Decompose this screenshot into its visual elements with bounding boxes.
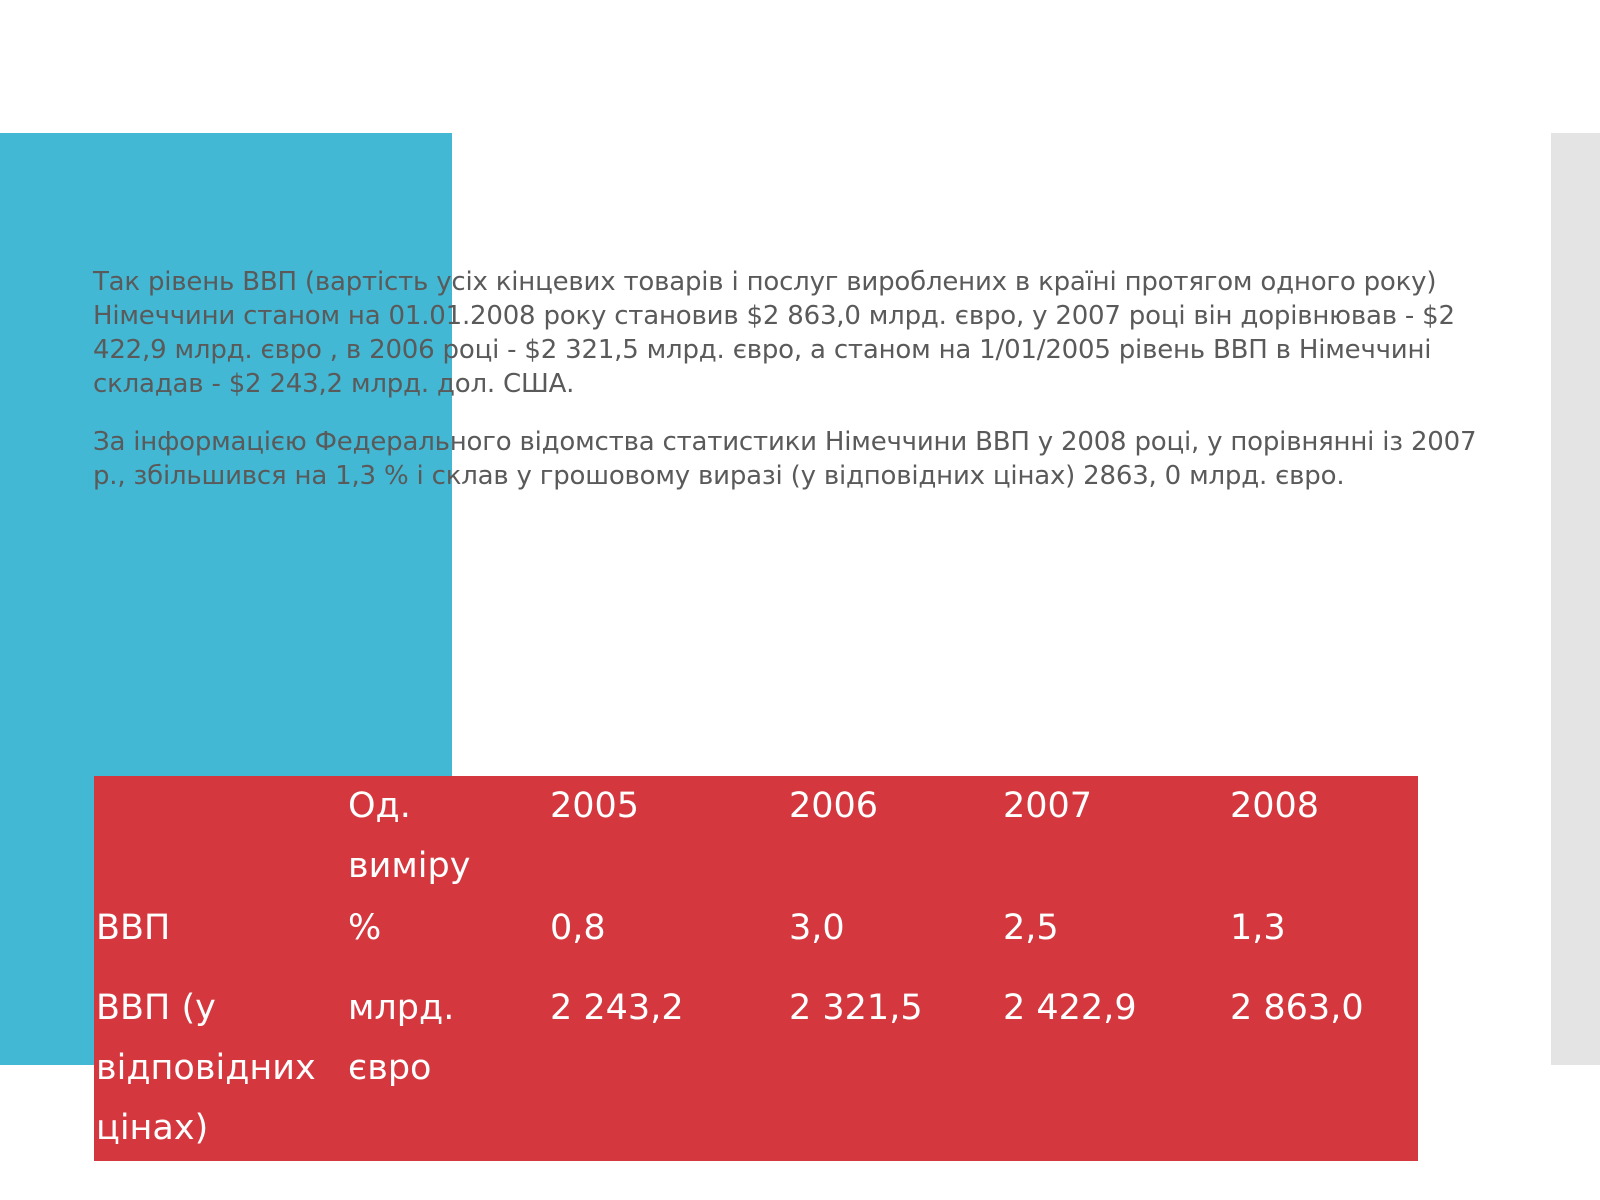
header-year-2005: 2005 — [550, 786, 640, 826]
row1-value-2006: 3,0 — [789, 908, 845, 948]
header-unit-line1: Од. — [348, 786, 411, 826]
slide-body-text: Так рівень ВВП (вартість усіх кінцевих т… — [93, 265, 1493, 517]
row2-unit-line2: євро — [348, 1048, 432, 1088]
header-year-2008: 2008 — [1230, 786, 1320, 826]
row2-unit-line1: млрд. — [348, 988, 455, 1028]
row1-unit: % — [348, 908, 382, 948]
row1-value-2007: 2,5 — [1003, 908, 1059, 948]
row1-value-2008: 1,3 — [1230, 908, 1286, 948]
gray-side-strip — [1551, 133, 1600, 1065]
row2-value-2008: 2 863,0 — [1230, 988, 1364, 1028]
row1-label: ВВП — [96, 908, 171, 948]
row2-value-2005: 2 243,2 — [550, 988, 684, 1028]
paragraph-gdp-growth: За інформацією Федерального відомства ст… — [93, 427, 1477, 491]
row1-value-2005: 0,8 — [550, 908, 606, 948]
row2-label-line2: відповідних — [96, 1048, 316, 1088]
header-year-2007: 2007 — [1003, 786, 1093, 826]
header-year-2006: 2006 — [789, 786, 879, 826]
row2-label-line1: ВВП (у — [96, 988, 216, 1028]
row2-value-2006: 2 321,5 — [789, 988, 923, 1028]
header-unit-line2: виміру — [348, 846, 471, 886]
row2-label-line3: цінах) — [96, 1108, 209, 1148]
gdp-table: Од. виміру 2005 2006 2007 2008 ВВП % 0,8… — [94, 776, 1418, 1161]
paragraph-gdp-levels: Так рівень ВВП (вартість усіх кінцевих т… — [93, 267, 1455, 399]
row2-value-2007: 2 422,9 — [1003, 988, 1137, 1028]
